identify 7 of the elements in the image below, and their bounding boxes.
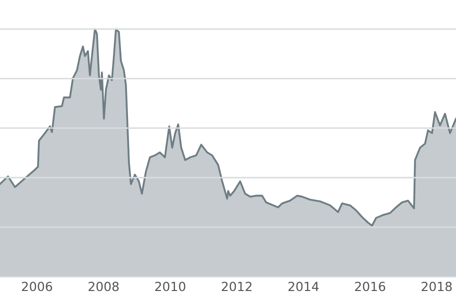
x-tick-label: 2006 [22,282,52,292]
x-tick-label: 2010 [155,282,186,292]
x-tick-label: 2016 [355,282,386,292]
x-tick-label: 2012 [222,282,252,292]
x-tick-label: 2018 [422,282,452,292]
x-tick-label: 2008 [88,282,119,292]
x-tick-label: 2014 [288,282,319,292]
